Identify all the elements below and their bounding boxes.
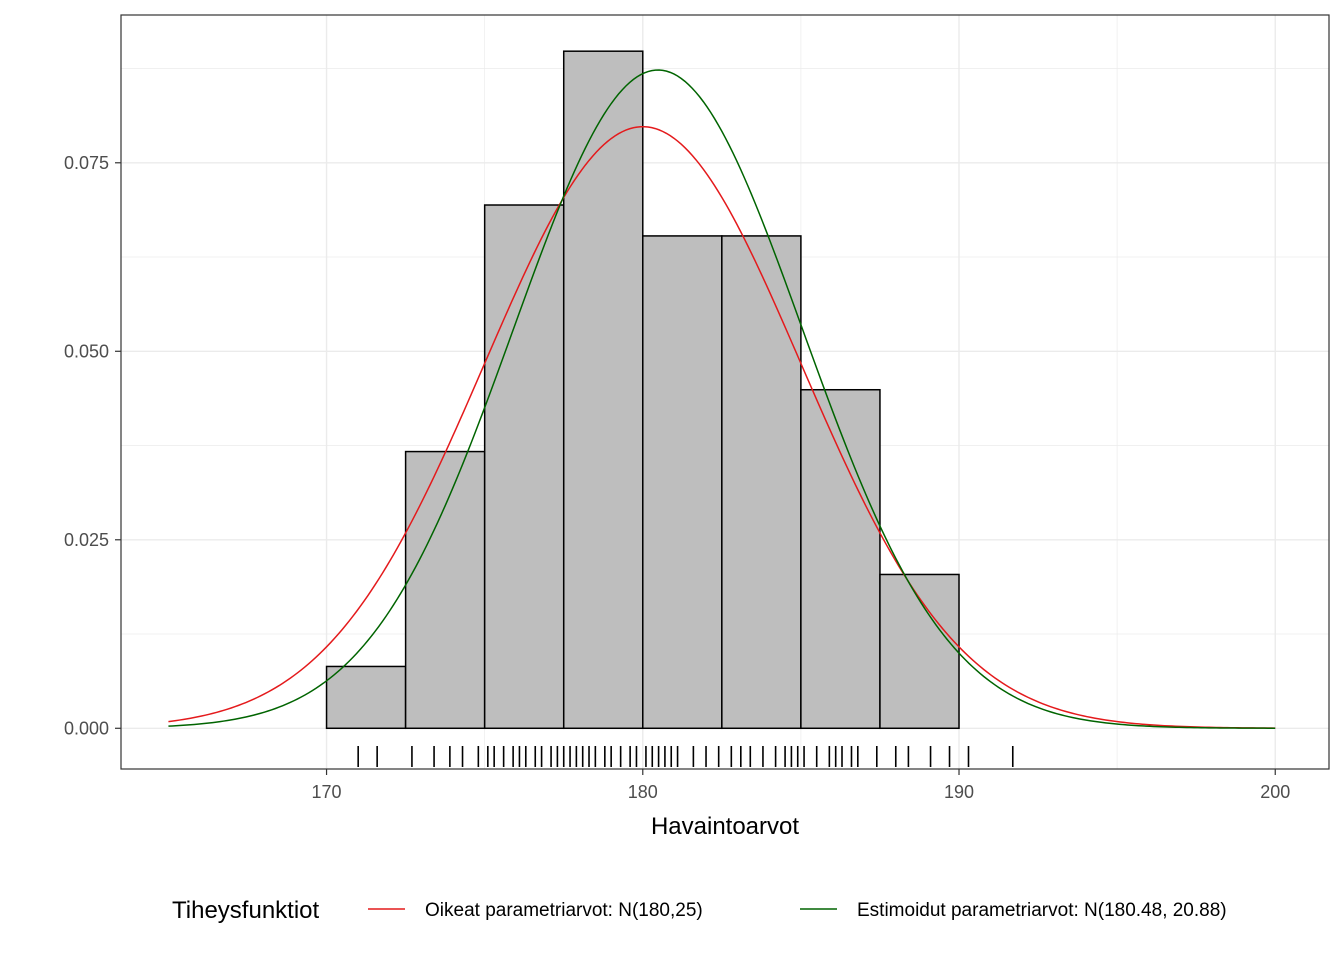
rug-marks <box>357 746 1014 767</box>
x-axis-title: Havaintoarvot <box>651 813 799 840</box>
legend: Oikeat parametriarvot: N(180,25) Estimoid… <box>368 900 1227 921</box>
histogram-bar <box>404 450 486 730</box>
density-curve <box>168 125 1276 729</box>
legend-title: Tiheysfunktiot <box>172 897 320 924</box>
density-curve <box>168 69 1276 729</box>
histogram-bar <box>642 235 723 730</box>
x-tick-label: 180 <box>628 782 658 802</box>
histogram-bar <box>325 665 407 730</box>
y-tick-label: 0.050 <box>64 341 109 361</box>
y-tick-label: 0.000 <box>64 718 109 738</box>
panel-border <box>120 14 1330 770</box>
histogram-bars <box>325 50 960 730</box>
histogram-bar <box>483 204 565 730</box>
x-tick-label: 200 <box>1260 782 1290 802</box>
y-tick-label: 0.075 <box>64 153 109 173</box>
y-axis-ticks: 0.000 0.025 0.050 0.075 <box>64 153 121 738</box>
histogram-bar <box>562 50 644 730</box>
y-tick-label: 0.025 <box>64 530 109 550</box>
density-curves <box>168 69 1276 729</box>
histogram-bar <box>800 388 881 730</box>
legend-label: Estimoidut parametriarvot: N(180.48, 20.… <box>857 900 1227 921</box>
histogram-bar <box>721 235 802 730</box>
x-tick-label: 170 <box>312 782 342 802</box>
legend-label: Oikeat parametriarvot: N(180,25) <box>425 900 703 921</box>
x-axis-ticks: 170 180 190 200 <box>312 769 1290 802</box>
x-tick-label: 190 <box>944 782 974 802</box>
